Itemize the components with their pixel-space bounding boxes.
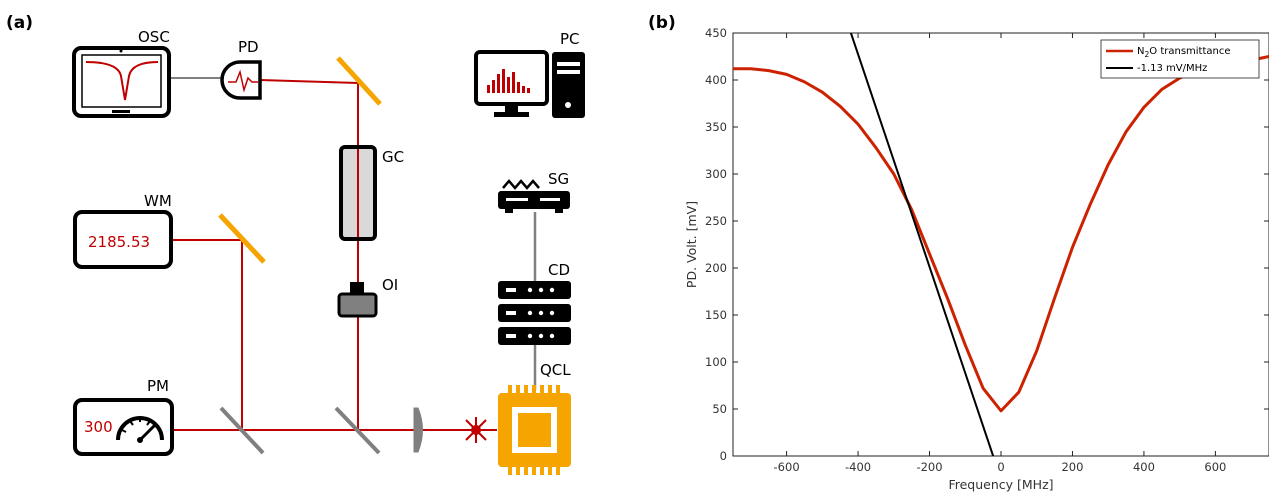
y-tick-label: 0 xyxy=(720,449,727,463)
x-tick-label: 400 xyxy=(1133,460,1155,474)
panel-b: (b) -600 -400 -200 0 200 400 600 0 50 100 150 200 25… xyxy=(648,13,1269,492)
current-driver-icon xyxy=(498,281,571,345)
pd-label: PD xyxy=(238,38,259,56)
pc-label: PC xyxy=(560,30,580,48)
beam-splitter-left-icon xyxy=(219,406,265,455)
legend-label-transmittance: N2O transmittance xyxy=(1137,46,1231,59)
wm-value: 2185.53 xyxy=(88,233,150,251)
cd-label: CD xyxy=(548,261,570,279)
x-tick-label: 0 xyxy=(997,460,1004,474)
legend-box xyxy=(1100,39,1260,79)
photodetector-icon xyxy=(220,60,262,100)
gc-label: GC xyxy=(382,148,404,166)
y-axis-label: PD. Volt. [mV] xyxy=(684,201,699,288)
x-tick-label: -600 xyxy=(774,460,800,474)
x-tick-label: -400 xyxy=(845,460,871,474)
beam-splitter-right-icon xyxy=(334,406,381,455)
y-tick-label: 50 xyxy=(712,402,727,416)
y-tick-label: 450 xyxy=(705,26,727,40)
laser-emission-icon xyxy=(463,417,490,443)
oscilloscope-icon xyxy=(72,46,171,118)
x-tick-label: 600 xyxy=(1204,460,1226,474)
beam-paths xyxy=(168,77,537,431)
y-tick-label: 150 xyxy=(705,308,727,322)
pm-label: PM xyxy=(147,377,169,395)
legend-label-slope: -1.13 mV/MHz xyxy=(1137,63,1207,74)
beam-pd xyxy=(259,79,359,84)
signal-generator-icon xyxy=(498,179,570,213)
computer-icon xyxy=(474,50,585,118)
x-tick-label: 200 xyxy=(1061,460,1083,474)
y-tick-label: 200 xyxy=(705,261,727,275)
panel-a: (a) OSC PD xyxy=(6,13,585,475)
y-tick-label: 350 xyxy=(705,120,727,134)
y-tick-label: 400 xyxy=(705,73,727,87)
panel-a-label: (a) xyxy=(6,13,33,33)
chart: -600 -400 -200 0 200 400 600 0 50 100 150 200 250 300… xyxy=(684,26,1269,492)
optical-isolator-icon xyxy=(337,282,378,318)
power-meter-icon xyxy=(73,398,174,456)
y-tick-label: 250 xyxy=(705,214,727,228)
lens-icon xyxy=(413,407,423,453)
x-axis-label: Frequency [MHz] xyxy=(948,477,1053,492)
mirror-top-icon xyxy=(336,56,382,106)
sg-label: SG xyxy=(548,170,569,188)
wavemeter-icon xyxy=(73,210,173,269)
pm-value: 300 xyxy=(84,418,113,436)
gas-cell-icon xyxy=(339,145,377,241)
wm-label: WM xyxy=(144,192,172,210)
plot-area xyxy=(732,32,1269,457)
qcl-chip-icon xyxy=(498,385,571,475)
series-slope-line xyxy=(849,33,995,456)
qcl-label: QCL xyxy=(540,361,571,379)
osc-label: OSC xyxy=(138,28,170,46)
mirror-wm-icon xyxy=(218,213,266,264)
panel-b-label: (b) xyxy=(648,13,676,33)
y-tick-label: 300 xyxy=(705,167,727,181)
x-tick-label: -200 xyxy=(916,460,942,474)
oi-label: OI xyxy=(382,276,398,294)
y-tick-label: 100 xyxy=(705,355,727,369)
